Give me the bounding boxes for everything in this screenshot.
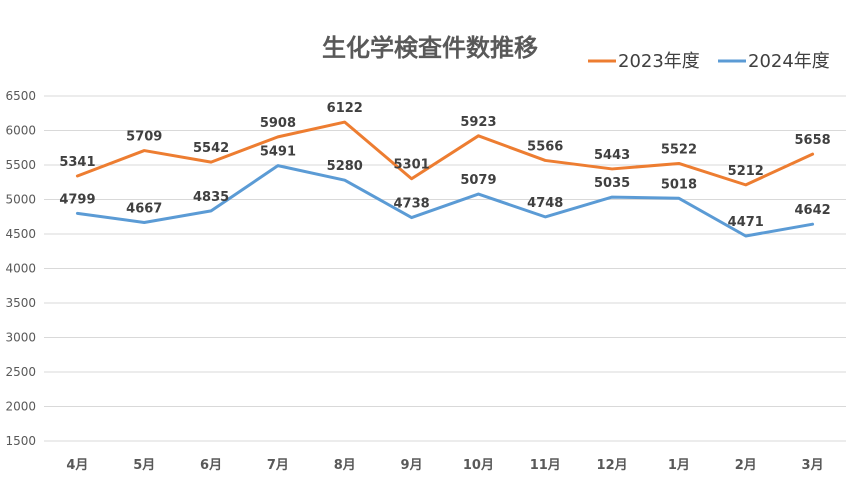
data-label: 4835: [193, 190, 229, 205]
data-label: 4748: [527, 196, 563, 211]
series-line-1: [75, 120, 815, 187]
data-label: 4799: [59, 192, 95, 207]
data-label: 5443: [594, 148, 630, 163]
legend-label: 2023年度: [618, 51, 700, 72]
data-label: 5301: [393, 158, 429, 173]
data-label: 4738: [393, 197, 429, 212]
x-axis-ticks: 4月 5月 6月 7月 8月 9月 10月 11月 12月 1月 2月 3月: [66, 458, 823, 473]
y-tick-label: 3000: [5, 331, 36, 345]
data-label: 5709: [126, 130, 162, 145]
data-labels: 5341 5709 5542 5908 6122 5301 5923 5566 5443 5522…: [59, 101, 830, 230]
x-tick-label: 8月: [334, 458, 356, 473]
x-tick-label: 9月: [401, 458, 423, 473]
chart-title: 生化学検査件数推移: [322, 34, 538, 62]
x-tick-label: 3月: [802, 458, 824, 473]
legend-label: 2024年度: [748, 51, 830, 72]
y-tick-label: 4500: [5, 227, 36, 241]
data-label: 5035: [594, 176, 630, 191]
x-tick-label: 10月: [463, 458, 494, 473]
x-tick-label: 5月: [133, 458, 155, 473]
x-tick-label: 11月: [530, 458, 561, 473]
x-tick-label: 6月: [200, 458, 222, 473]
data-label: 5566: [527, 139, 563, 154]
x-tick-label: 1月: [668, 458, 690, 473]
x-tick-label: 2月: [735, 458, 757, 473]
data-label: 5341: [59, 155, 95, 170]
data-label: 5491: [260, 145, 296, 160]
data-label: 4667: [126, 201, 162, 216]
y-axis-ticks: 1500 2000 2500 3000 3500 4000 4500 5000 5500 6000…: [5, 89, 36, 448]
y-tick-label: 3500: [5, 296, 36, 310]
data-label: 5280: [327, 159, 363, 174]
data-label: 5542: [193, 141, 229, 156]
data-label: 6122: [327, 101, 363, 116]
x-tick-label: 7月: [267, 458, 289, 473]
y-tick-label: 5500: [5, 158, 36, 172]
data-label: 5018: [661, 177, 697, 192]
y-tick-label: 5000: [5, 193, 36, 207]
y-tick-label: 2500: [5, 365, 36, 379]
data-label: 5212: [728, 164, 764, 179]
data-label: 5923: [460, 115, 496, 130]
data-label: 5658: [794, 133, 830, 148]
data-label: 5908: [260, 116, 296, 131]
y-tick-label: 2000: [5, 400, 36, 414]
x-tick-label: 4月: [66, 458, 88, 473]
data-label: 4642: [794, 203, 830, 218]
gridlines: [44, 95, 846, 442]
y-tick-label: 4000: [5, 262, 36, 276]
data-label: 4471: [728, 215, 764, 230]
series-line-2: [75, 164, 815, 238]
y-tick-label: 6000: [5, 124, 36, 138]
data-label: 5079: [460, 173, 496, 188]
data-label: 5522: [661, 142, 697, 157]
y-tick-label: 6500: [5, 89, 36, 103]
x-tick-label: 12月: [597, 458, 628, 473]
y-tick-label: 1500: [5, 434, 36, 448]
legend: 2023年度 2024年度: [588, 51, 830, 72]
series-lines: [75, 120, 815, 238]
